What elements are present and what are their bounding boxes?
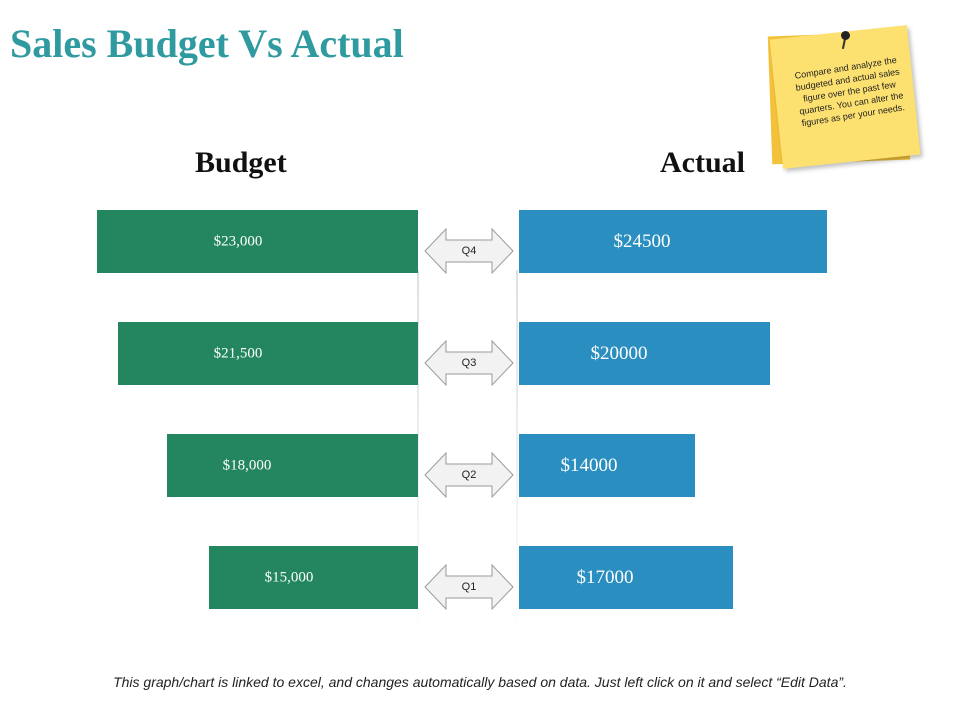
sticky-note: Compare and analyze the budgeted and act…: [767, 25, 921, 173]
budget-column-header: Budget: [195, 146, 287, 179]
budget-value-label: $15,000: [264, 569, 314, 585]
quarter-arrow-q4: Q4: [424, 227, 514, 275]
double-arrow-icon: [424, 451, 514, 499]
quarter-arrow-q2: Q2: [424, 451, 514, 499]
quarter-label: Q1: [461, 581, 477, 593]
pushpin-icon: [841, 31, 850, 40]
page-title: Sales Budget Vs Actual: [10, 21, 404, 66]
double-arrow-icon: [424, 339, 514, 387]
actual-bar-q4: $24500: [519, 210, 827, 273]
double-arrow-icon: [424, 563, 514, 611]
quarter-label: Q4: [461, 245, 477, 257]
sticky-note-front: Compare and analyze the budgeted and act…: [769, 25, 921, 169]
right-divider: [516, 270, 518, 645]
actual-bar-q1: $17000: [519, 546, 733, 609]
actual-value-label: $14000: [560, 454, 618, 476]
quarter-label: Q2: [461, 469, 477, 481]
actual-value-label: $17000: [576, 566, 634, 588]
budget-bar-q2: $18,000: [167, 434, 418, 497]
footer-note: This graph/chart is linked to excel, and…: [113, 674, 847, 690]
budget-value-label: $23,000: [213, 233, 263, 249]
sticky-note-text: Compare and analyze the budgeted and act…: [794, 54, 906, 129]
actual-bar-q3: $20000: [519, 322, 770, 385]
budget-value-label: $21,500: [213, 345, 263, 361]
budget-bar-q1: $15,000: [209, 546, 418, 609]
actual-value-label: $24500: [613, 230, 671, 252]
actual-bar-q2: $14000: [519, 434, 695, 497]
actual-column-header: Actual: [660, 146, 745, 179]
budget-bar-q4: $23,000: [97, 210, 418, 273]
left-divider: [417, 270, 419, 645]
double-arrow-icon: [424, 227, 514, 275]
quarter-label: Q3: [461, 357, 477, 369]
actual-value-label: $20000: [590, 342, 648, 364]
budget-value-label: $18,000: [222, 457, 272, 473]
quarter-arrow-q3: Q3: [424, 339, 514, 387]
quarter-arrow-q1: Q1: [424, 563, 514, 611]
budget-bar-q3: $21,500: [118, 322, 418, 385]
